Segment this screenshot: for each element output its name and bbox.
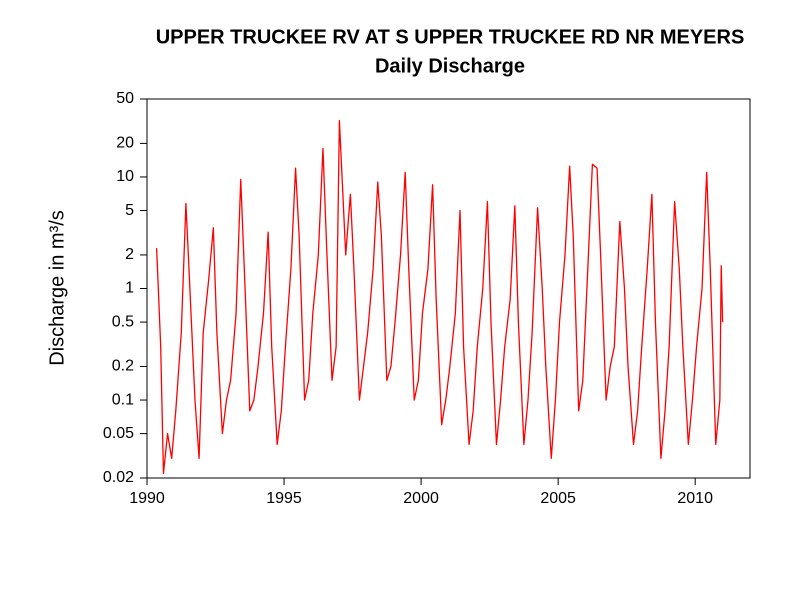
y-tick-label: 5 (125, 202, 134, 219)
y-tick-label: 0.02 (103, 469, 134, 486)
y-tick-label: 0.2 (112, 358, 134, 375)
x-tick-label: 1995 (266, 490, 302, 507)
y-tick-label: 10 (116, 168, 134, 185)
chart-title: UPPER TRUCKEE RV AT S UPPER TRUCKEE RD N… (156, 26, 745, 48)
y-axis-label: Discharge in m³/s (46, 210, 68, 366)
x-tick-label: 2005 (540, 490, 576, 507)
y-tick-label: 20 (116, 135, 134, 152)
chart-subtitle: Daily Discharge (375, 55, 525, 77)
x-tick-label: 2000 (403, 490, 439, 507)
y-tick-label: 0.1 (112, 391, 134, 408)
y-tick-label: 2 (125, 246, 134, 263)
y-tick-label: 0.5 (112, 313, 134, 330)
discharge-line (155, 119, 724, 475)
y-tick-label: 50 (116, 90, 134, 107)
x-tick-label: 1990 (129, 490, 165, 507)
y-tick-label: 0.05 (103, 425, 134, 442)
y-tick-label: 1 (125, 280, 134, 297)
x-tick-label: 2010 (677, 490, 713, 507)
